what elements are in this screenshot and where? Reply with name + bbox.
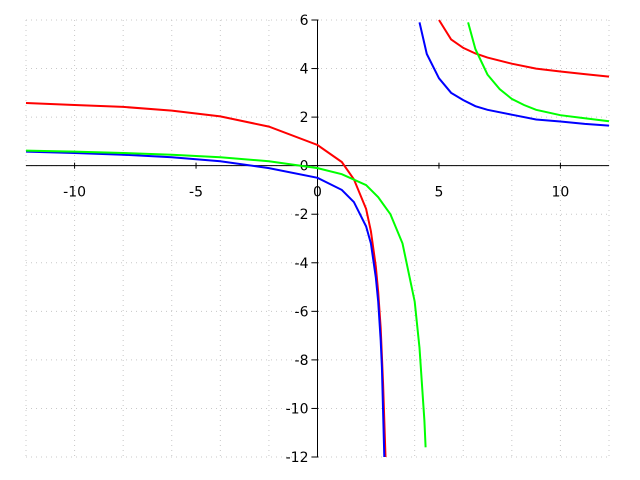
series-3-branch-2 <box>467 22 610 123</box>
y-tick-label: 6 <box>300 13 309 29</box>
series-3-branch-1 <box>25 149 427 448</box>
y-tick-label: -2 <box>295 207 309 223</box>
y-tick-label: -4 <box>295 256 309 272</box>
y-tick-label: -8 <box>295 353 309 369</box>
x-tick-label: -5 <box>189 185 203 201</box>
y-tick-label: -6 <box>295 304 309 320</box>
y-tick-label: 2 <box>300 110 309 126</box>
axes <box>26 20 609 457</box>
series-1-branch-2 <box>438 19 610 78</box>
x-tick-label: 5 <box>434 185 443 201</box>
series-lines <box>25 19 610 458</box>
series-2-branch-1 <box>25 150 386 458</box>
x-tick-label: 10 <box>552 185 570 201</box>
y-tick-label: 4 <box>300 62 309 78</box>
x-tick-label: -10 <box>63 185 86 201</box>
series-2-branch-2 <box>418 22 610 127</box>
y-tick-label: -12 <box>286 450 309 466</box>
x-tick-label: 0 <box>313 185 322 201</box>
y-tick-label: -10 <box>286 401 309 417</box>
